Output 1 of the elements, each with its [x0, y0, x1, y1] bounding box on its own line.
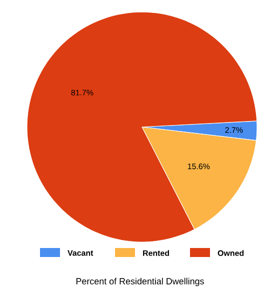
text: Percent of Residential Dwellings: [76, 278, 204, 286]
